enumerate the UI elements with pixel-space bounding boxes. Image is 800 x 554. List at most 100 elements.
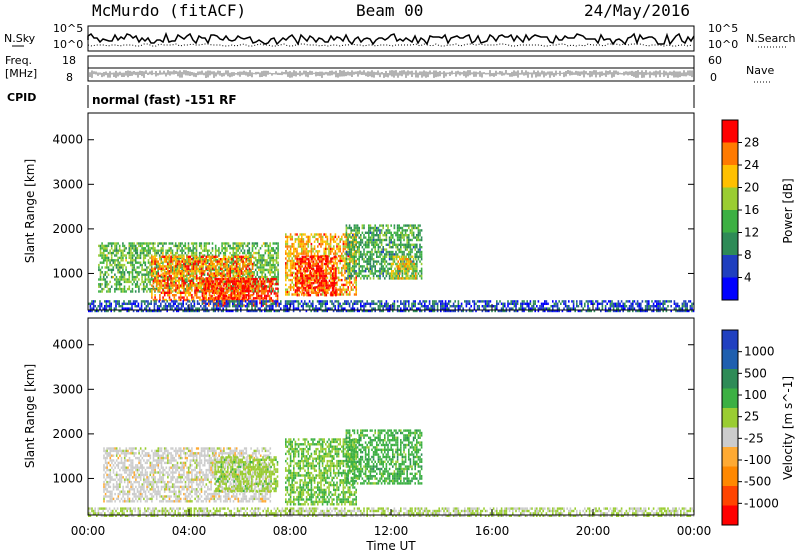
heatmap-cell (222, 304, 224, 307)
heatmap-cell (248, 262, 251, 266)
heatmap-cell (182, 305, 184, 308)
heatmap-cell (345, 231, 348, 234)
heatmap-cell (104, 254, 107, 257)
heatmap-cell (395, 274, 397, 278)
heatmap-cell (299, 282, 302, 285)
heatmap-cell (130, 251, 132, 255)
heatmap-cell (193, 309, 196, 313)
heatmap-cell (265, 285, 268, 288)
heatmap-cell (176, 255, 179, 258)
heatmap-cell (162, 247, 164, 250)
heatmap-cell (181, 249, 183, 252)
heatmap-cell (404, 234, 407, 237)
heatmap-cell (345, 242, 348, 246)
heatmap-cell (274, 290, 276, 293)
heatmap-cell (347, 241, 349, 244)
heatmap-cell (293, 286, 295, 289)
heatmap-cell (320, 293, 322, 296)
heatmap-cell (183, 296, 185, 299)
heatmap-cell (344, 271, 346, 275)
heatmap-cell (200, 277, 203, 280)
heatmap-cell (371, 248, 373, 251)
heatmap-cell (160, 302, 162, 305)
heatmap-cell (233, 289, 236, 293)
heatmap-cell (372, 277, 375, 280)
heatmap-cell (267, 271, 270, 274)
heatmap-cell (301, 238, 303, 241)
heatmap-cell (133, 263, 135, 267)
heatmap-cell (206, 309, 208, 313)
heatmap-cell (151, 284, 153, 287)
heatmap-cell (329, 245, 332, 248)
heatmap-cell (162, 279, 164, 282)
heatmap-cell (221, 272, 224, 275)
heatmap-cell (199, 282, 201, 285)
heatmap-cell (218, 268, 220, 272)
heatmap-cell (246, 289, 248, 293)
heatmap-cell (325, 288, 327, 291)
heatmap-cell (406, 234, 408, 237)
heatmap-cell (128, 256, 131, 260)
heatmap-cell (134, 305, 136, 308)
heatmap-cell (128, 278, 131, 281)
heatmap-cell (420, 253, 423, 256)
heatmap-cell (325, 294, 328, 297)
heatmap-cell (388, 231, 391, 234)
heatmap-cell (376, 229, 378, 232)
heatmap-cell (366, 241, 368, 244)
heatmap-cell (214, 307, 216, 310)
heatmap-cell (219, 265, 222, 268)
heatmap-cell (123, 307, 125, 310)
heatmap-cell (348, 250, 351, 254)
heatmap-cell (276, 292, 279, 295)
heatmap-cell (110, 271, 113, 274)
heatmap-cell (363, 253, 365, 256)
heatmap-cell (245, 258, 248, 261)
heatmap-cell (331, 272, 334, 275)
heatmap-cell (224, 305, 226, 308)
heatmap-cell (226, 272, 228, 275)
heatmap-cell (211, 287, 213, 290)
heatmap-cell (409, 253, 412, 256)
heatmap-cell (420, 267, 423, 270)
heatmap-cell (320, 289, 323, 292)
heatmap-cell (253, 290, 255, 293)
heatmap-cell (168, 289, 171, 292)
heatmap-cell (202, 270, 204, 273)
heatmap-cell (168, 283, 171, 286)
heatmap-cell (215, 298, 217, 302)
heatmap-cell (417, 250, 420, 254)
heatmap-cell (191, 265, 193, 268)
heatmap-cell (321, 290, 324, 294)
heatmap-cell (396, 272, 399, 275)
heatmap-cell (123, 271, 126, 274)
heatmap-cell (317, 238, 319, 241)
heatmap-cell (264, 268, 267, 272)
heatmap-cell (237, 262, 240, 266)
heatmap-cell (99, 244, 102, 248)
heatmap-cell (251, 282, 254, 285)
heatmap-cell (188, 307, 191, 310)
heatmap-cell (256, 263, 259, 267)
heatmap-cell (296, 294, 299, 297)
heatmap-cell (408, 234, 410, 237)
heatmap-cell (181, 268, 183, 272)
heatmap-cell (222, 299, 224, 302)
heatmap-cell (353, 224, 356, 227)
heatmap-cell (311, 284, 313, 287)
heatmap-cell (312, 257, 314, 260)
heatmap-cell (403, 272, 406, 275)
heatmap-cell (165, 284, 168, 287)
heatmap-cell (165, 265, 168, 268)
heatmap-cell (304, 250, 306, 253)
heatmap-cell (333, 238, 335, 241)
heatmap-cell (229, 247, 231, 250)
heatmap-cell (306, 279, 308, 282)
heatmap-cell (405, 255, 407, 258)
heatmap-cell (352, 255, 354, 258)
heatmap-cell (168, 272, 171, 275)
heatmap-cell (211, 249, 214, 252)
heatmap-cell (194, 275, 196, 279)
heatmap-cell (374, 224, 376, 227)
